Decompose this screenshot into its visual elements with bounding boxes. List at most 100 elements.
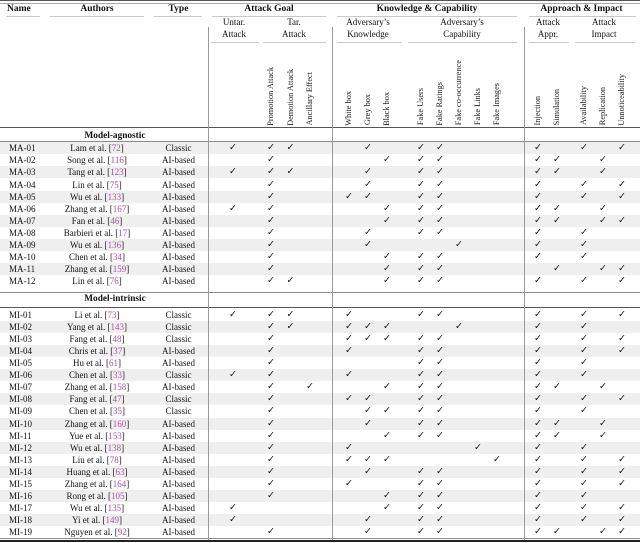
row-id: MI-19 bbox=[9, 527, 32, 538]
check-mark-injection: ✓ bbox=[534, 333, 542, 344]
citation-link[interactable]: 159 bbox=[112, 264, 127, 275]
row-authors: Fang et al. [47] bbox=[69, 394, 125, 405]
row-authors: Tang et al. [123] bbox=[67, 167, 127, 178]
check-mark-fake-users: ✓ bbox=[417, 345, 425, 356]
row-id: MA-06 bbox=[9, 203, 36, 214]
check-mark-white-box: ✓ bbox=[345, 191, 353, 202]
subheader-line: Adversary’s bbox=[440, 17, 484, 27]
citation-link[interactable]: 167 bbox=[112, 203, 127, 214]
subheader-line: Attack bbox=[282, 28, 306, 39]
citation-link[interactable]: 35 bbox=[113, 406, 122, 417]
check-mark-availability: ✓ bbox=[580, 406, 588, 417]
check-mark-promotion: ✓ bbox=[267, 382, 275, 393]
check-mark-fake-ratings: ✓ bbox=[436, 227, 444, 238]
row-id: MI-02 bbox=[9, 321, 32, 332]
citation-link[interactable]: 105 bbox=[111, 491, 125, 502]
check-mark-availability: ✓ bbox=[580, 454, 588, 465]
check-mark-promotion: ✓ bbox=[267, 167, 275, 178]
check-mark-untar: ✓ bbox=[229, 370, 237, 381]
check-mark-injection: ✓ bbox=[534, 466, 542, 477]
table-row: MI-09 Chen et al. [35] Classic ✓ ✓ ✓ ✓ ✓ ✓ ✓ bbox=[0, 405, 640, 417]
citation-link[interactable]: 48 bbox=[112, 333, 122, 344]
check-mark-injection: ✓ bbox=[534, 252, 542, 263]
citation-link[interactable]: 149 bbox=[105, 515, 120, 526]
row-id: MI-15 bbox=[9, 479, 32, 489]
cmidrule bbox=[212, 16, 326, 17]
citation-link[interactable]: 73 bbox=[107, 309, 117, 320]
citation-link[interactable]: 61 bbox=[109, 358, 118, 368]
citation-link[interactable]: 78 bbox=[109, 454, 119, 465]
check-mark-availability: ✓ bbox=[580, 333, 588, 344]
row-id: MI-13 bbox=[9, 454, 32, 465]
subheader-adversarys-capability: Adversary’s Capability bbox=[404, 17, 520, 40]
citation-link[interactable]: 158 bbox=[112, 382, 127, 393]
citation-link[interactable]: 17 bbox=[118, 227, 128, 238]
check-mark-fake-users: ✓ bbox=[417, 479, 425, 489]
cmidrule bbox=[529, 16, 636, 17]
check-mark-simulation: ✓ bbox=[553, 430, 561, 441]
row-type: AI-based bbox=[162, 466, 195, 477]
citation-link[interactable]: 76 bbox=[109, 276, 119, 287]
check-mark-fake-ratings: ✓ bbox=[436, 370, 444, 381]
check-mark-promotion: ✓ bbox=[267, 370, 275, 381]
row-id: MI-09 bbox=[9, 406, 32, 417]
citation-link[interactable]: 46 bbox=[110, 215, 120, 226]
check-mark-promotion: ✓ bbox=[267, 394, 275, 405]
row-type: AI-based bbox=[162, 382, 195, 393]
header-bottom-rule bbox=[0, 127, 640, 129]
check-mark-fake-users: ✓ bbox=[417, 203, 425, 214]
citation-link[interactable]: 47 bbox=[112, 394, 122, 405]
col-label-grey-box: Grey box bbox=[363, 94, 372, 126]
citation-link[interactable]: 33 bbox=[113, 370, 122, 381]
subheader-line: Attack bbox=[536, 17, 560, 27]
cmidrule bbox=[575, 41, 635, 43]
check-mark-fake-users: ✓ bbox=[417, 276, 425, 287]
citation-link[interactable]: 138 bbox=[107, 442, 122, 453]
check-mark-availability: ✓ bbox=[580, 240, 588, 250]
citation-link[interactable]: 135 bbox=[107, 503, 122, 514]
cmidrule bbox=[154, 16, 202, 17]
citation-link[interactable]: 63 bbox=[115, 466, 125, 477]
table-row: MI-18 Yi et al. [149] AI-based ✓ ✓ ✓ ✓ ✓ ✓ ✓ bbox=[0, 514, 640, 527]
citation-link[interactable]: 75 bbox=[109, 179, 119, 190]
check-mark-black-box: ✓ bbox=[383, 430, 391, 441]
citation-link[interactable]: 153 bbox=[108, 430, 122, 441]
citation-link[interactable]: 72 bbox=[111, 143, 121, 154]
citation-link[interactable]: 136 bbox=[107, 240, 122, 250]
citation-link[interactable]: 92 bbox=[117, 527, 127, 538]
citation-link[interactable]: 164 bbox=[112, 479, 127, 489]
row-authors: Fan et al. [46] bbox=[71, 215, 123, 226]
check-mark-availability: ✓ bbox=[580, 503, 588, 514]
row-id: MI-18 bbox=[9, 515, 32, 526]
check-mark-availability: ✓ bbox=[580, 479, 588, 489]
divider-goal-knowledge bbox=[331, 27, 333, 540]
row-type: Classic bbox=[165, 143, 192, 154]
check-mark-unnoticeability: ✓ bbox=[618, 191, 626, 202]
check-mark-demotion: ✓ bbox=[286, 309, 295, 320]
check-mark-grey-box: ✓ bbox=[364, 454, 372, 465]
citation-link[interactable]: 160 bbox=[112, 418, 127, 429]
row-authors: Yue et al. [153] bbox=[69, 430, 125, 441]
check-mark-ancillary: ✓ bbox=[306, 382, 314, 393]
check-mark-fake-ratings: ✓ bbox=[436, 167, 444, 178]
check-mark-simulation: ✓ bbox=[553, 527, 561, 538]
check-mark-fake-ratings: ✓ bbox=[436, 406, 444, 417]
citation-link[interactable]: 143 bbox=[110, 321, 125, 332]
row-type: AI-based bbox=[162, 491, 195, 502]
check-mark-fake-ratings: ✓ bbox=[436, 491, 444, 502]
row-id: MA-03 bbox=[9, 167, 36, 178]
check-mark-availability: ✓ bbox=[580, 179, 588, 190]
check-mark-demotion: ✓ bbox=[286, 276, 295, 287]
citation-link[interactable]: 123 bbox=[110, 167, 124, 178]
row-authors: Fang et al. [48] bbox=[69, 333, 125, 344]
citation-link[interactable]: 133 bbox=[107, 191, 122, 202]
check-mark-simulation: ✓ bbox=[553, 264, 561, 275]
check-mark-injection: ✓ bbox=[534, 203, 542, 214]
citation-link[interactable]: 37 bbox=[113, 345, 123, 356]
check-mark-injection: ✓ bbox=[534, 227, 542, 238]
citation-link[interactable]: 116 bbox=[110, 155, 124, 166]
check-mark-simulation: ✓ bbox=[553, 215, 561, 226]
citation-link[interactable]: 34 bbox=[113, 252, 122, 263]
row-authors: Zhang et al. [159] bbox=[64, 264, 130, 275]
check-mark-black-box: ✓ bbox=[383, 491, 391, 502]
